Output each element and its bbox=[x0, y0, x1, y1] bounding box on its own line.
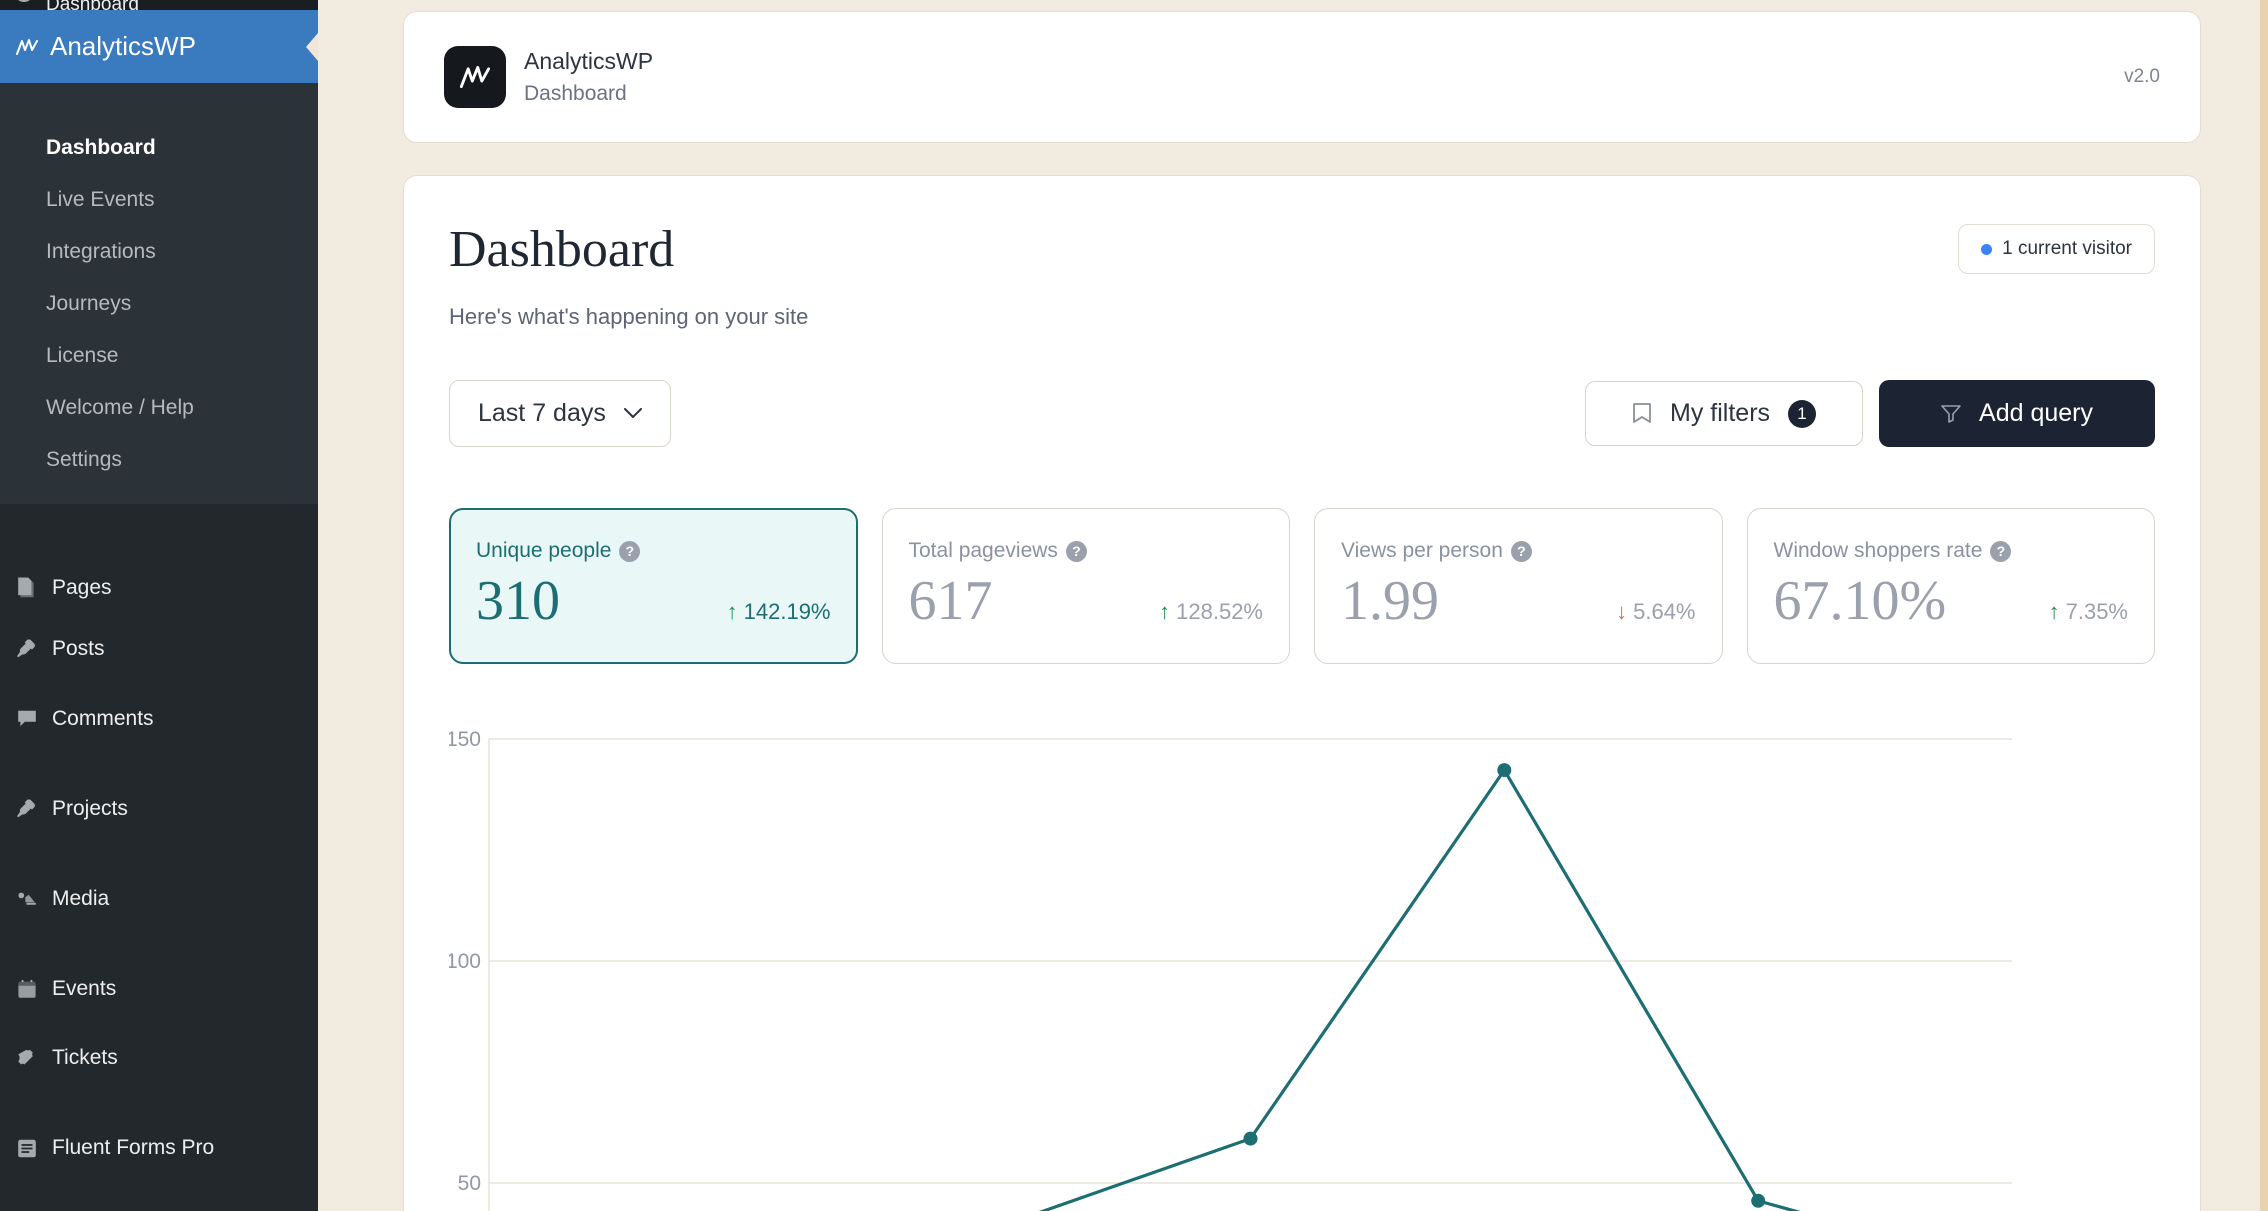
svg-text:100: 100 bbox=[449, 950, 481, 973]
svg-text:150: 150 bbox=[449, 728, 481, 751]
svg-text:50: 50 bbox=[458, 1172, 481, 1195]
